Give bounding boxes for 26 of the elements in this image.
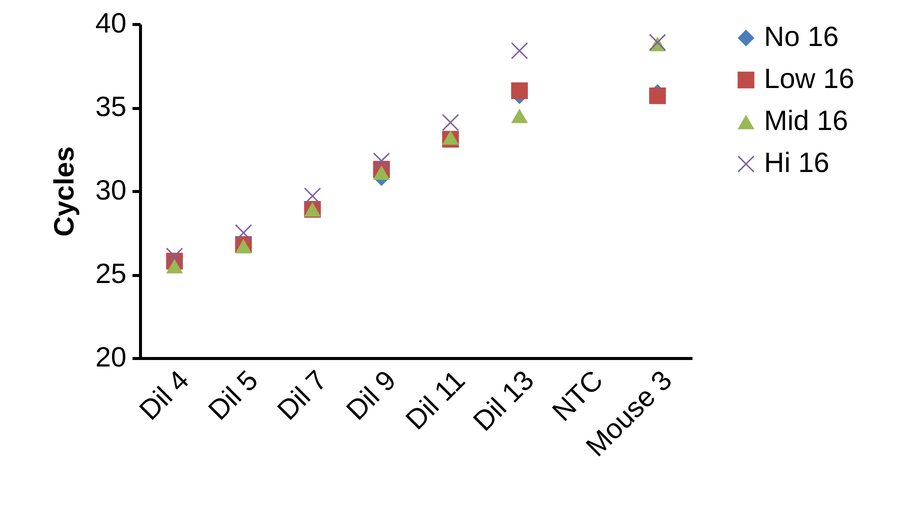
y-tick-label: 40 (95, 8, 126, 38)
y-axis-title: Cycles (48, 146, 80, 237)
point (166, 248, 183, 264)
point (649, 87, 666, 104)
point (511, 82, 528, 100)
point (166, 258, 183, 274)
point (235, 224, 252, 242)
x-tick-label: Dil 4 (133, 364, 195, 426)
point (442, 114, 459, 131)
point (442, 130, 459, 145)
point (511, 42, 528, 60)
y-tick-label: 30 (95, 174, 126, 206)
y-tick-label: 35 (95, 91, 126, 122)
legend-label: Low 16 (764, 63, 854, 94)
y-tick-label: 25 (95, 258, 126, 289)
legend-label: No 16 (764, 21, 839, 52)
legend-label: Mid 16 (764, 105, 848, 136)
point (304, 188, 321, 204)
x-tick-label: Dil 5 (202, 364, 264, 426)
x-tick-label: Dil 7 (271, 364, 333, 426)
point (373, 165, 390, 180)
point (511, 108, 528, 124)
x-tick-label: Dil 9 (340, 364, 402, 426)
y-tick-label: 20 (95, 342, 126, 372)
point (373, 152, 390, 170)
legend-label: Hi 16 (764, 147, 830, 178)
